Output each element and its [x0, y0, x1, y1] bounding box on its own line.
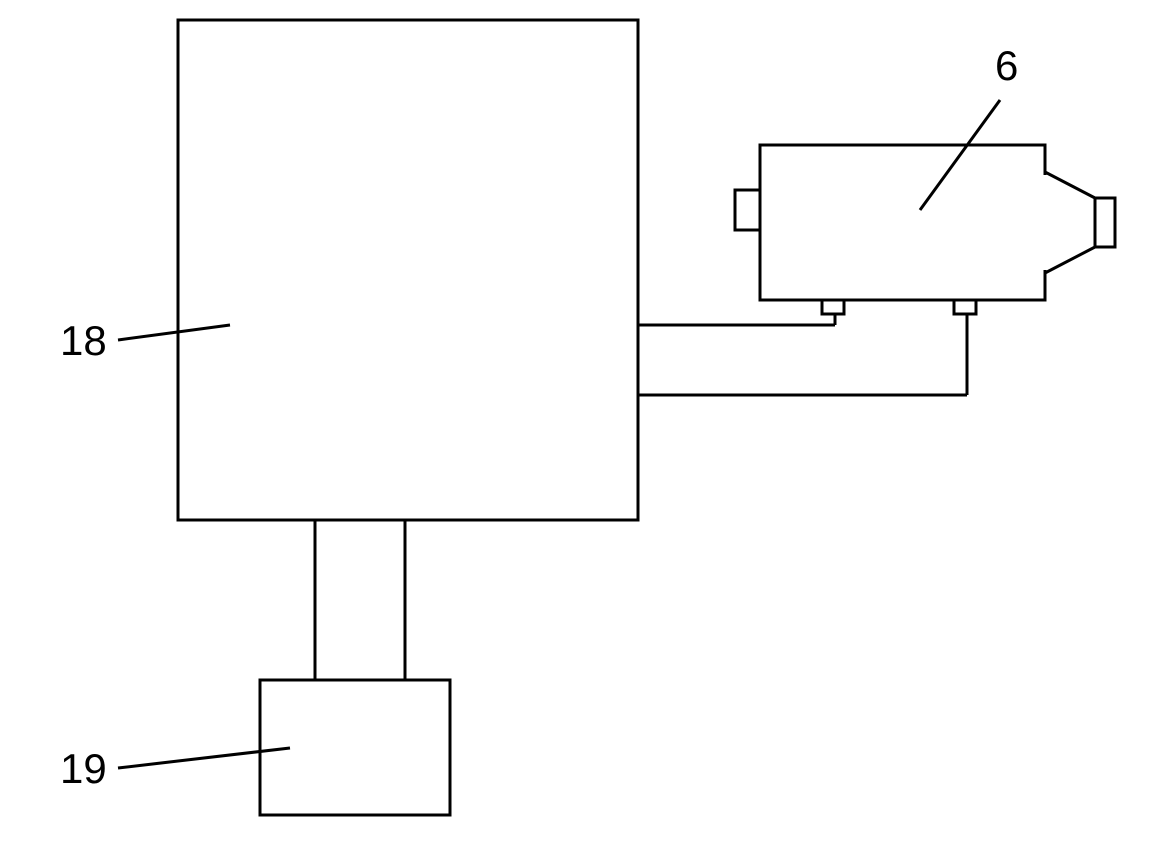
device-nozzle-end: [1095, 198, 1115, 247]
label-19: 19: [60, 745, 107, 792]
diagram-svg: 18 19 6: [0, 0, 1152, 860]
device-nozzle-top: [1045, 172, 1095, 198]
device-leg-1: [822, 300, 844, 314]
label-6: 6: [995, 42, 1018, 89]
device-nozzle-bottom: [1045, 247, 1095, 273]
main-block: [178, 20, 638, 520]
label-19-leader: [118, 748, 290, 768]
label-18-leader: [118, 325, 230, 340]
diagram-container: 18 19 6: [0, 0, 1152, 860]
label-18: 18: [60, 317, 107, 364]
device-back-port: [735, 190, 760, 230]
device-leg-2: [954, 300, 976, 314]
label-6-leader: [920, 100, 1000, 210]
device-body: [760, 145, 1045, 300]
